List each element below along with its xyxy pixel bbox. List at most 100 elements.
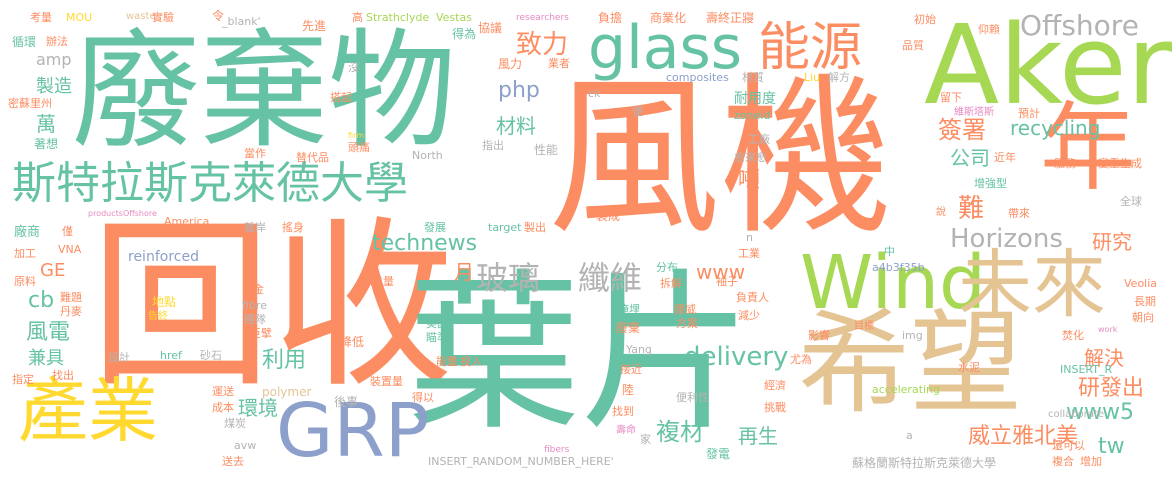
word-shouzhongzhengqin: 壽終正寢 xyxy=(706,11,755,25)
word-offshore: Offshore xyxy=(1020,9,1139,42)
word-gongsi: 公司 xyxy=(950,146,990,170)
word-yanfachu: 研發出 xyxy=(1078,376,1145,401)
word-yue: 月 xyxy=(454,260,474,284)
word-jianshao: 減少 xyxy=(738,309,760,322)
word-tuandui: 團隊 xyxy=(244,313,266,326)
word-src: src xyxy=(736,109,753,122)
word-xunhuan: 循環 xyxy=(12,35,37,49)
word-zhuangshou: 裝置量 xyxy=(370,375,403,388)
word-weilai: 未來 xyxy=(958,242,1106,328)
word-ge: GE xyxy=(40,260,66,281)
word-shiyan: 實驗 xyxy=(152,11,174,24)
word-shouming: 壽命 xyxy=(616,425,636,436)
word-songqu: 送去 xyxy=(222,455,244,468)
word-zhongtuan: 當作 xyxy=(244,147,266,160)
word-shangyehua: 商業化 xyxy=(650,11,687,25)
word-wan: 萬 xyxy=(36,112,56,136)
word-productsoffshore: productsOffshore xyxy=(88,209,157,218)
word-changqi: 長期 xyxy=(1134,295,1156,308)
word-toutong: 頭痛 xyxy=(348,141,370,154)
word-fazhan: 發展 xyxy=(424,221,446,234)
word-yanmai: 掩埋 xyxy=(618,303,640,316)
word-shashi: 砂石 xyxy=(200,349,222,362)
word-jiefang: 解方 xyxy=(828,71,850,84)
word-danmai: 丹麥 xyxy=(60,305,82,318)
word-fengli: 風力 xyxy=(498,57,523,71)
word-zengqiang: 增強型 xyxy=(974,177,1007,190)
word-fuzeren: 負責人 xyxy=(736,291,769,304)
word-bianlixing: 便利性 xyxy=(676,391,709,404)
word-accelerating: accelerating xyxy=(872,383,941,396)
word-wind: Wind xyxy=(800,240,986,326)
word-fucai: 複材 xyxy=(656,418,704,446)
word-yanglai: 仰賴 xyxy=(978,23,1000,36)
word-a: a xyxy=(906,429,913,442)
word-chushi: 初始 xyxy=(914,13,936,26)
word-youwei: 尤為 xyxy=(790,353,812,366)
word-cb: cb xyxy=(28,288,55,313)
word-gaoji: 告終 xyxy=(148,311,168,322)
word-taoqi: 搭起 xyxy=(330,91,352,104)
word-changshang: 廠商 xyxy=(14,225,41,240)
word-www5: www5 xyxy=(1066,400,1134,425)
word-zoneid: zoneid xyxy=(734,109,771,122)
word-liu: Liu xyxy=(804,71,821,84)
word-feiqiwu: 廢棄物 xyxy=(72,17,457,166)
word-fibre: fibre xyxy=(242,299,267,312)
word-meiguo: 美國 xyxy=(426,317,448,330)
word-www: www xyxy=(696,260,746,284)
word-zhaochu: 找出 xyxy=(52,369,74,382)
word-zhichu2: 製出 xyxy=(524,221,546,234)
word-fangan: 方案 xyxy=(676,317,698,330)
word-zhichan: 製成 xyxy=(596,209,621,223)
word-yaoshen: 搖身 xyxy=(282,221,304,234)
word-veolia: Veolia xyxy=(1124,277,1158,290)
word-gongchang: 工廠 xyxy=(748,133,770,146)
word-chanye: 產業 xyxy=(18,370,158,452)
word-tiaozhan: 挑戰 xyxy=(764,401,786,414)
word-yunsong: 運送 xyxy=(212,385,234,398)
word-aker: Aker xyxy=(924,1,1172,129)
word-huanjing: 環境 xyxy=(238,396,278,420)
word-cailiao: 材料 xyxy=(496,114,536,138)
word-lu: 陸 xyxy=(622,383,635,397)
word-dailai: 帶來 xyxy=(1008,207,1030,220)
word-zhuoxiang: 著想 xyxy=(34,137,59,151)
word-zhiding: 指定 xyxy=(12,373,34,386)
word-shuo: 說 xyxy=(936,207,946,218)
word-delivery: delivery xyxy=(684,342,789,372)
word-avw: avw xyxy=(234,439,257,452)
word-chaoxiang: 朝向 xyxy=(1132,311,1154,324)
word-sitelasi: 斯特拉斯克萊德大學 xyxy=(12,158,408,209)
word-nengliang: 能量 xyxy=(436,355,458,368)
word-naiyongdu: 耐用度 xyxy=(734,91,776,107)
word-fadian: 發電 xyxy=(706,447,731,461)
word-tidaipin: 替代品 xyxy=(296,151,329,164)
word-yezhe: 業者 xyxy=(548,57,570,70)
word-img: img xyxy=(902,329,923,342)
word-jiagong: 加工 xyxy=(14,247,36,260)
word-amp: amp xyxy=(36,50,72,69)
word-quanqiu: 全球 xyxy=(1120,195,1142,208)
word-yanjiu: 研究 xyxy=(1092,230,1132,254)
word-tw: tw xyxy=(1098,434,1125,459)
word-bianzhongsheng: 變重生成 xyxy=(1098,157,1142,170)
word-yuanliao: 原料 xyxy=(14,275,36,288)
word-america: America xyxy=(164,215,210,228)
word-fuwu: 服務 xyxy=(1054,157,1076,170)
word-huankeyi: 還可以 xyxy=(1052,439,1085,452)
word-insertr: INSERT_R xyxy=(1060,363,1113,376)
word-nan: 難 xyxy=(958,194,985,224)
word-firm: firm xyxy=(348,131,364,140)
word-jubian: 巨擘 xyxy=(250,327,272,340)
word-nian: 年 xyxy=(1040,92,1136,204)
word-yang: Yang xyxy=(626,343,652,356)
word-recycling: recycling xyxy=(1010,116,1101,140)
word-xianwei: 纖維 xyxy=(578,259,643,297)
word-polymer: polymer xyxy=(262,385,312,399)
word-nengyuan: 能源 xyxy=(758,18,863,78)
word-bian: 便 xyxy=(632,105,643,118)
word-waste: waste xyxy=(126,11,156,22)
word-fudan: 負擔 xyxy=(598,11,623,25)
word-yuelaiyue: 愈來愈 xyxy=(734,151,767,164)
